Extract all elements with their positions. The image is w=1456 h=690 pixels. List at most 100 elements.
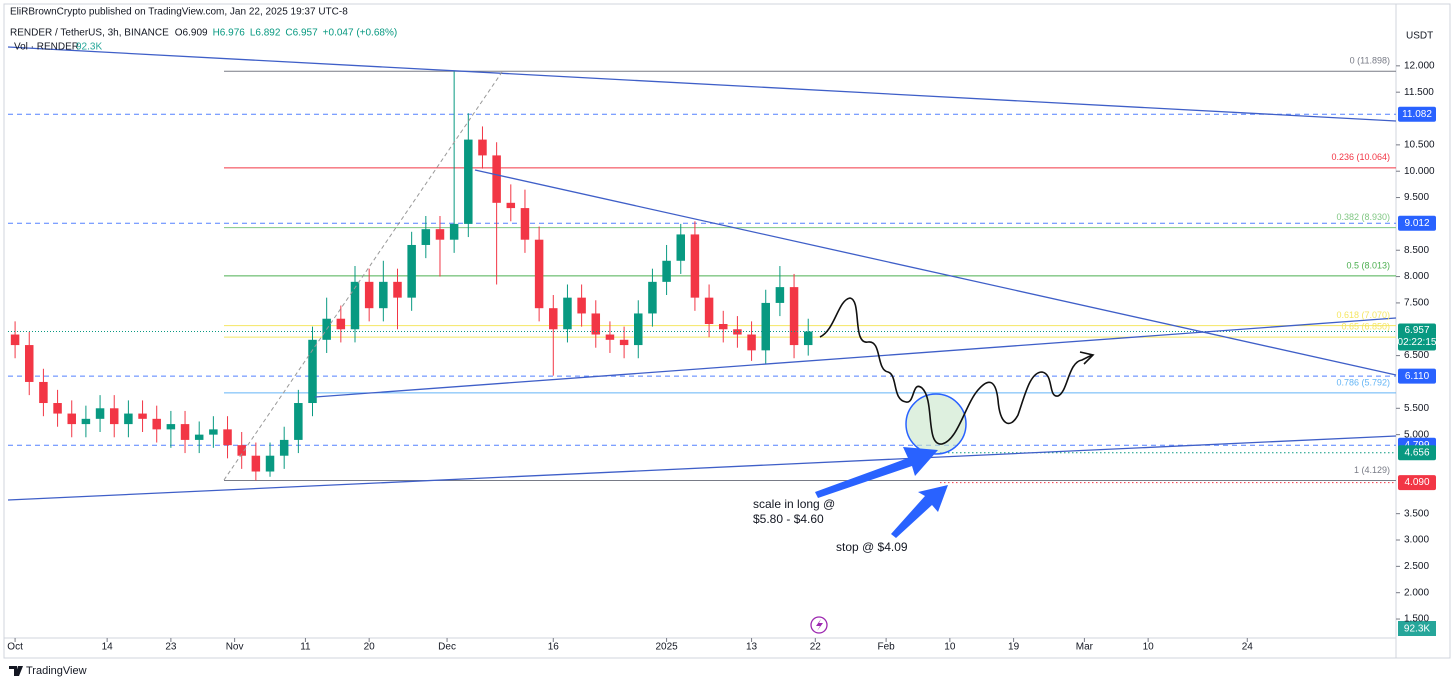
candle-body [619,339,629,346]
candle-body [690,234,700,298]
candle-body [449,223,459,240]
y-tick-label: 12.000 [1404,60,1435,71]
candle-body [67,413,76,425]
candle-body [676,234,686,261]
series-layer [8,70,1396,484]
x-tick-label: 24 [1242,642,1254,653]
candle-body [279,439,289,456]
ohlc-legend: L6.892 [250,28,281,39]
candle-body [237,445,246,456]
candle-body [350,281,360,330]
candle-body [124,413,133,425]
candle-body [393,281,402,298]
candle-body [563,297,572,330]
candle-body [506,202,516,209]
publisher: EliRBrownCrypto published on TradingView… [10,7,348,18]
ohlc-legend: O6.909 [175,28,208,39]
x-tick-label: Dec [438,642,456,653]
candle-body [251,455,261,472]
candle-body [478,139,487,156]
trend-line [474,169,1397,376]
candle-body [407,244,416,298]
y-tick-label: 10.000 [1404,166,1435,177]
candle-body [492,155,501,203]
candle-body [789,287,799,346]
candle-body [662,260,671,282]
price-badge [1398,368,1436,384]
footer-logo [9,666,23,676]
candle-body [294,403,303,440]
y-tick-label: 3.500 [1404,508,1429,519]
fib-label: 0.236 (10.064) [1331,152,1390,162]
candle-body [704,297,714,324]
candle-body [81,418,91,425]
x-tick-label: 13 [746,642,758,653]
candle-body [223,429,232,446]
candle-body [534,239,544,309]
candle-body [605,334,615,340]
volume-badge [1398,621,1436,636]
candle-body [648,281,657,314]
price-badge [1398,215,1436,231]
candle-body [138,413,147,419]
candle-body [180,424,190,440]
candle-body [194,434,204,440]
candle-body [435,229,445,240]
ohlc-legend: H6.976 [213,28,246,39]
candle-body [577,297,586,314]
trend-line [7,435,1397,501]
candle-body [549,308,558,330]
y-tick-label: 3.000 [1404,535,1429,546]
annotation: scale in long @ [753,497,835,511]
x-tick-label: 16 [548,642,560,653]
x-tick-label: 11 [300,642,311,653]
fib-label: 0.618 (7.070) [1336,310,1390,320]
y-tick-label: 2.500 [1404,561,1429,572]
ohlc-legend: +0.047 (+0.68%) [323,28,398,39]
price-badge [1398,445,1436,461]
annotation: $5.80 - $4.60 [753,512,824,526]
y-unit: USDT [1406,31,1433,42]
candle-body [520,208,530,240]
candle-body [109,408,119,425]
y-tick-label: 10.500 [1404,140,1435,151]
fib-label: 0 (11.898) [1350,56,1390,66]
y-tick-label: 8.000 [1404,271,1429,282]
x-tick-label: Oct [7,642,23,653]
projection-arrow [1079,351,1095,365]
y-tick-label: 1.500 [1404,614,1429,625]
x-tick-label: 19 [1008,642,1020,653]
x-tick-label: 22 [810,642,822,653]
price-badge-label: 4.090 [1404,477,1429,488]
price-badge-label: 9.012 [1404,218,1429,229]
candle-body [747,334,756,351]
price-badge-label: 4.656 [1404,447,1429,458]
fib-trend [223,71,503,481]
candle-body [761,302,770,351]
entry-zone [905,393,967,455]
event-icon-bolt [816,619,823,631]
candle-body [265,455,275,472]
price-badge [1398,106,1436,122]
trend-line [314,317,1397,398]
price-badge [1398,475,1436,491]
y-tick-label: 2.000 [1404,587,1429,598]
symbol: RENDER / TetherUS, 3h, BINANCE [10,28,169,39]
candle-body [95,408,105,419]
frame [3,3,1451,659]
footer: TradingView [26,665,87,677]
annotation: stop @ $4.09 [836,540,908,554]
countdown: 02:22:15 [1398,337,1437,348]
trend-line [7,46,1397,122]
candle-body [336,318,346,330]
current-price-label: 6.957 [1404,325,1429,336]
volume-badge-label: 92.3K [1404,624,1430,635]
candle-body [209,429,218,435]
ohlc-legend: C6.957 [285,28,318,39]
volume-value: 92.3K [76,42,102,53]
candle-body [53,403,62,414]
price-badge-label: 6.110 [1405,371,1430,382]
